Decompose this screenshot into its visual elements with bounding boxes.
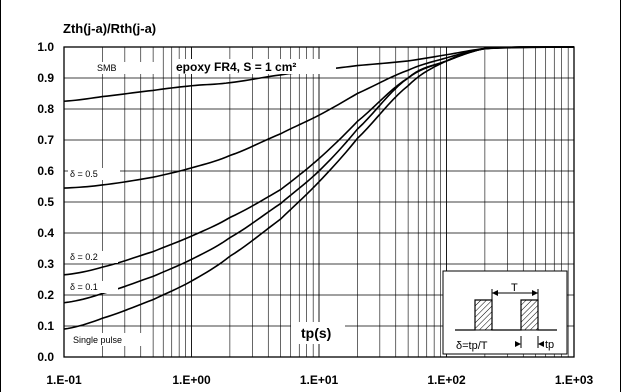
x-tick-label: 1.E+03 [555,373,594,387]
y-tick-label: 0.1 [37,319,54,333]
y-tick-label: 0.5 [37,195,54,209]
y-tick-label: 0.9 [37,71,54,85]
y-axis-title: Zth(j-a)/Rth(j-a) [63,21,156,36]
inset-tp-arrow-right [538,341,544,347]
x-tick-label: 1.E+00 [172,373,211,387]
x-axis-title-bg [291,322,345,344]
y-tick-label: 0.4 [37,226,54,240]
inset-pulse-2 [520,299,539,331]
condition-label: epoxy FR4, S = 1 cm² [176,60,296,74]
curve-label-delta-01: δ = 0.1 [70,282,98,292]
delta05-label-bg [68,168,120,180]
duty-cycle-inset: T δ=tp/T tp [442,270,568,355]
x-tick-label: 1.E+02 [427,373,466,387]
x-tick-label: 1.E-01 [46,373,82,387]
y-tick-label: 0.6 [37,164,54,178]
y-tick-label: 0.2 [37,288,54,302]
curve-label-delta-05: δ = 0.5 [70,169,98,179]
inset-tp-arrow-left [515,341,521,347]
curve-label-delta-02: δ = 0.2 [70,252,98,262]
curve-label-smb: SMB [97,63,117,73]
curve--0-5 [63,46,575,189]
inset-period-arrowhead-right [532,290,538,296]
y-tick-label: 0.7 [37,133,54,147]
condition-label-bg [174,59,336,74]
x-tick-label: 1.E+01 [300,373,339,387]
y-tick-label: 0.0 [37,350,54,364]
delta02-label-bg [68,251,118,263]
inset-pulse-label: tp [545,339,554,351]
y-tick-label: 0.3 [37,257,54,271]
inset-waveform [455,299,557,331]
curve-label-single-pulse: Single pulse [73,335,122,345]
inset-formula-label: δ=tp/T [456,340,488,352]
inset-pulse-1 [474,299,493,331]
x-axis-tick-labels: 1.E-01 1.E+00 1.E+01 1.E+02 1.E+03 [46,373,593,387]
single-pulse-label-bg [70,333,142,346]
inset-frame [442,270,568,355]
y-tick-label: 1.0 [37,40,54,54]
y-tick-label: 0.8 [37,102,54,116]
x-axis-title: tp(s) [301,325,331,341]
y-axis-tick-labels: 0.0 0.1 0.2 0.3 0.4 0.5 0.6 0.7 0.8 0.9 1.0 [37,40,54,364]
inset-period-label: T [511,282,518,294]
inset-period-arrowhead-left [492,290,498,296]
delta01-label-bg [68,281,118,293]
curve-single-pulse [63,46,575,330]
smb-label-bg [70,62,154,74]
plot-frame [63,46,575,358]
